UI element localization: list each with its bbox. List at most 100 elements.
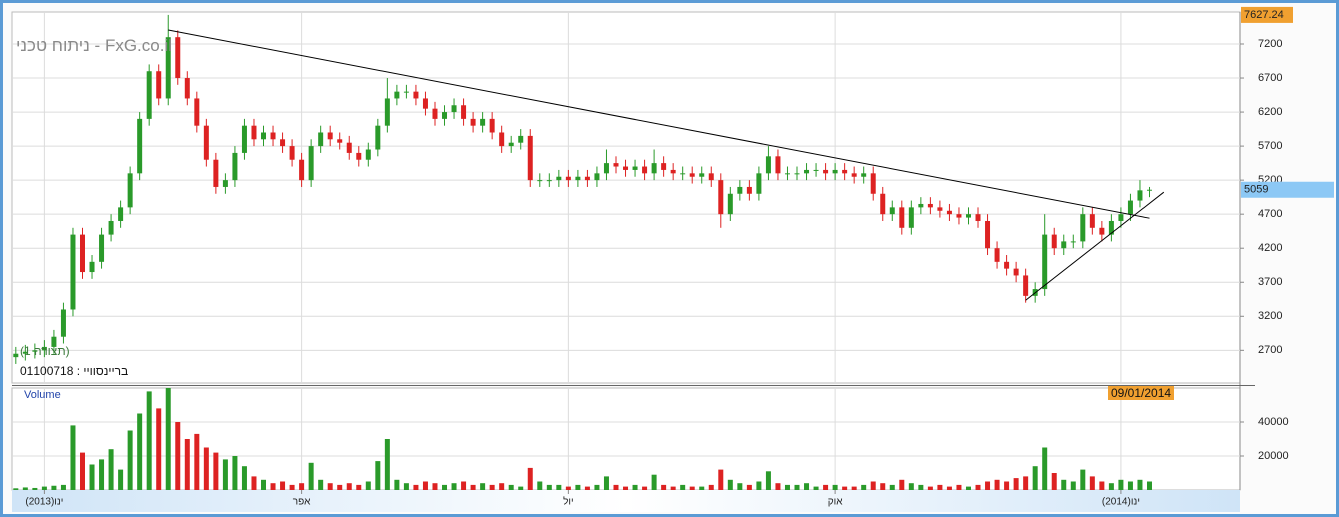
candle-body [22,351,28,354]
candle-body [384,98,390,126]
candle-body [1146,189,1152,191]
candle-body [261,132,267,140]
volume-bar [51,485,57,490]
candle-body [79,234,85,273]
volume-bar [356,484,362,490]
candle-body [489,118,495,133]
candle-body [337,139,343,143]
volume-bar [489,484,495,490]
candle-body [861,173,867,177]
candle-body [1013,268,1019,276]
candle-body [280,139,286,147]
volume-bar [813,486,819,490]
date-marker: 09/01/2014 [1108,386,1175,400]
candle-body [137,118,143,174]
candle-body [737,186,743,194]
candle-body [537,180,543,182]
volume-bar [289,484,295,490]
candle-body [746,186,752,194]
volume-bar [1004,481,1010,490]
volume-bar [442,484,448,490]
candle-body [432,108,438,119]
candle-body [756,173,762,194]
candle-body [270,132,276,140]
volume-bar [899,479,905,490]
volume-bar [327,483,333,490]
candle-body [632,166,638,170]
candle-body [70,234,76,310]
y-tick-label: 3700 [1258,276,1282,288]
volume-bar [299,483,305,490]
candle-body [127,173,133,208]
candle-body [727,193,733,215]
candle-body [642,166,648,174]
candle-body [194,98,200,126]
y-tick-label: 3200 [1258,310,1282,322]
candle-body [575,176,581,181]
candle-body [908,207,914,228]
volume-bar [889,484,895,490]
volume-bar [823,484,829,490]
volume-bar [718,469,724,490]
chart-title: FxG.co.il - ניתוח טכני [16,36,172,55]
candle-body [651,163,657,174]
candle-body [1127,200,1133,215]
y-tick-label: 6700 [1258,72,1282,84]
volume-bar [651,474,657,490]
candle-body [613,163,619,167]
volume-bar [41,486,47,490]
candle-body [813,169,819,171]
candle-body [870,173,876,194]
volume-bar [880,483,886,490]
x-axis-strip [12,490,1240,512]
volume-bar [308,462,314,490]
volume-bar [232,456,238,490]
volume-bar [661,484,667,490]
trend-line [1025,191,1165,301]
candle-body [461,105,467,119]
volume-bar [842,486,848,490]
volume-bar [1080,469,1086,490]
volume-bar [946,486,952,490]
candle-body [356,152,362,160]
volume-bar [565,486,571,490]
volume-bar [403,483,409,490]
candle-body [203,125,209,160]
candle-body [51,336,57,347]
volume-bar [699,486,705,490]
volume-bar [175,422,181,490]
volume-bar [908,483,914,490]
volume-bar [756,481,762,490]
volume-bar [194,433,200,490]
y-tick-label: 40000 [1258,416,1289,428]
volume-bar [480,483,486,490]
volume-bar [985,481,991,490]
candle-body [184,78,190,99]
candle-body [346,142,352,153]
volume-bar [727,479,733,490]
candle-body [394,91,400,99]
candle-body [689,173,695,177]
x-tick-label: אפר [293,497,311,508]
candle-body [470,118,476,126]
x-tick-label: אוק [828,497,843,508]
volume-bar [870,481,876,490]
volume-bar [32,487,38,490]
volume-bar [623,486,629,490]
candle-body [927,203,933,208]
volume-bar [965,486,971,490]
candle-body [594,173,600,181]
candle-body [289,146,295,160]
volume-bar [375,461,381,490]
candle-body [565,176,571,181]
volume-bar [1146,481,1152,490]
volume-bar [832,484,838,490]
volume-bar [499,483,505,490]
candle-body [1004,261,1010,269]
volume-bar [365,481,371,490]
y-tick-label: 2700 [1258,344,1282,356]
volume-bar [251,476,257,490]
volume-bar [461,481,467,490]
